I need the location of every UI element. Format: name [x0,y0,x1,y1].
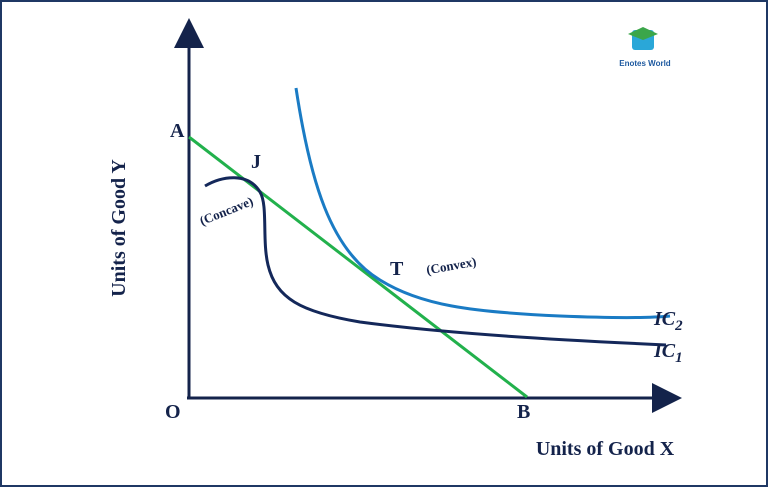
point-label: B [517,401,530,423]
origin-label: O [165,401,181,423]
ic2-curve [294,87,671,319]
curve-label: IC2 [653,308,683,334]
logo-cap [628,27,658,40]
point-label: A [170,120,185,142]
ic1-curve [204,176,667,347]
logo-text: Enotes World [619,59,671,68]
point-label: J [251,151,261,173]
logo: Enotes World [619,27,671,68]
curve-name: IC [653,340,676,362]
curve-name: IC [653,308,676,330]
point-label: T [390,258,404,280]
curve-label: IC1 [653,340,683,366]
curve-sub: 2 [674,318,683,334]
y-axis-label: Units of Good Y [108,159,130,297]
x-axis-label: Units of Good X [536,438,675,460]
curve-sub: 1 [675,350,683,366]
